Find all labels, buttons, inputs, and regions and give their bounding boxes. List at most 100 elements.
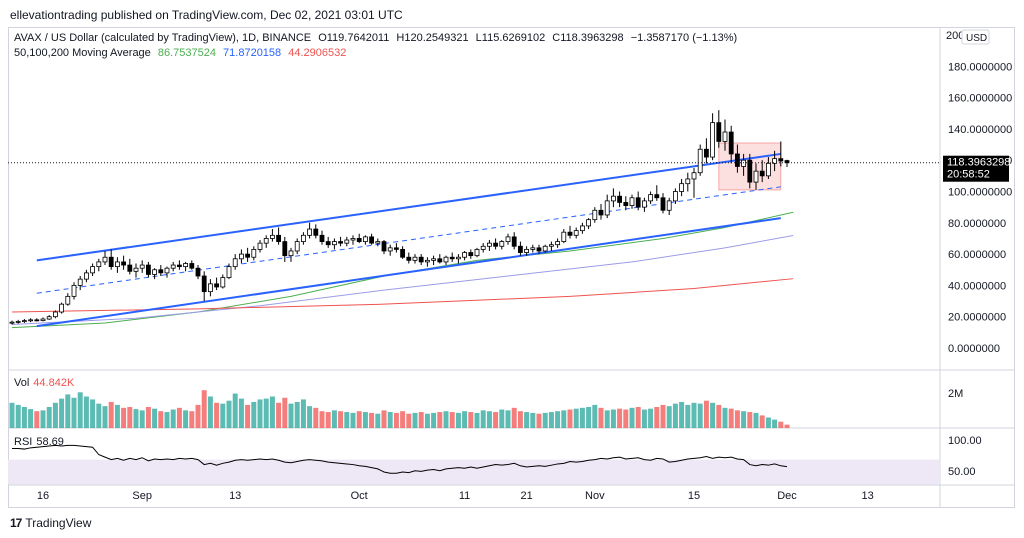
volume-bar bbox=[121, 407, 127, 428]
candle bbox=[741, 153, 746, 176]
price-axis-label: 140.0000000 bbox=[948, 124, 1012, 136]
candle bbox=[784, 159, 790, 168]
volume-bar bbox=[77, 392, 83, 428]
volume-bar bbox=[542, 412, 548, 428]
candle bbox=[486, 240, 492, 251]
candle bbox=[102, 250, 108, 266]
candle bbox=[629, 194, 635, 209]
volume-bar bbox=[375, 413, 381, 428]
candle-body bbox=[741, 159, 746, 167]
candle bbox=[145, 261, 151, 278]
time-axis-label: 13 bbox=[861, 490, 873, 502]
candle bbox=[518, 241, 523, 256]
candle bbox=[536, 244, 542, 255]
currency-button[interactable] bbox=[961, 29, 990, 45]
volume-bar bbox=[307, 406, 313, 428]
volume-bar bbox=[83, 396, 89, 428]
candle-body bbox=[623, 202, 629, 206]
candle bbox=[71, 282, 77, 300]
volume-bar bbox=[443, 411, 449, 428]
volume-bar bbox=[592, 404, 598, 428]
candle-body bbox=[728, 131, 734, 155]
countdown-label: 20:58:52 bbox=[947, 169, 990, 181]
price-axis-label: 160.0000000 bbox=[948, 93, 1012, 105]
candle-body bbox=[195, 267, 201, 277]
candle-body bbox=[660, 197, 666, 211]
candle-body bbox=[555, 241, 560, 246]
candle bbox=[40, 317, 46, 322]
candle bbox=[753, 163, 759, 190]
candle bbox=[493, 238, 499, 250]
volume-bar bbox=[468, 412, 474, 428]
candle bbox=[362, 235, 368, 245]
candle bbox=[276, 227, 282, 245]
candle bbox=[455, 254, 461, 264]
candle-body bbox=[331, 241, 337, 246]
candle-body bbox=[257, 242, 263, 250]
candle-body bbox=[214, 283, 220, 288]
price-axis-label: 60.0000000 bbox=[948, 249, 1006, 261]
candle bbox=[226, 263, 232, 280]
candle-body bbox=[90, 266, 95, 274]
volume-bar bbox=[90, 399, 96, 428]
candle bbox=[766, 157, 771, 179]
candle-body bbox=[9, 321, 15, 324]
candle bbox=[592, 207, 598, 223]
candle bbox=[288, 247, 294, 262]
candle bbox=[369, 233, 375, 245]
candle bbox=[319, 230, 325, 245]
candle bbox=[728, 125, 734, 164]
volume-bar bbox=[567, 409, 573, 428]
candle bbox=[679, 178, 684, 197]
candle-body bbox=[592, 209, 598, 221]
price-axis-label: 0.0000000 bbox=[948, 343, 1000, 355]
volume-bar bbox=[102, 406, 108, 428]
volume-bar bbox=[282, 397, 288, 428]
volume-bar bbox=[133, 409, 139, 428]
candle bbox=[307, 222, 313, 239]
candle-body bbox=[642, 200, 647, 208]
volume-bar bbox=[548, 412, 554, 428]
volume-bar bbox=[201, 390, 207, 428]
volume-bar bbox=[300, 399, 306, 428]
volume-bar bbox=[697, 403, 703, 428]
candle-body bbox=[549, 244, 554, 247]
volume-bar bbox=[276, 402, 282, 428]
time-axis-label: Sep bbox=[132, 490, 152, 502]
chart-frame bbox=[8, 27, 1015, 508]
candle-body bbox=[282, 241, 288, 257]
rsi-legend: RSI 58.69 bbox=[14, 436, 64, 448]
candle bbox=[338, 236, 344, 247]
candle bbox=[294, 238, 300, 255]
candle-body bbox=[716, 122, 722, 142]
candle-body bbox=[406, 256, 412, 261]
candle bbox=[282, 236, 288, 262]
candle bbox=[524, 246, 529, 256]
volume-bar bbox=[486, 411, 492, 428]
volume-bar bbox=[455, 412, 461, 428]
candle bbox=[406, 252, 412, 264]
channel-lower-line bbox=[36, 217, 781, 328]
volume-bar bbox=[59, 398, 65, 428]
volume-bar bbox=[189, 411, 195, 428]
price-axis-label: 40.0000000 bbox=[948, 280, 1006, 292]
candle-body bbox=[759, 170, 765, 177]
last-price-tag bbox=[943, 155, 1009, 182]
candle-body bbox=[362, 236, 368, 242]
candle-body bbox=[393, 247, 399, 250]
volume-bar bbox=[387, 412, 393, 428]
candle-body bbox=[77, 278, 83, 286]
volume-bar bbox=[232, 393, 238, 428]
volume-bar bbox=[226, 400, 232, 428]
volume-bar bbox=[722, 407, 728, 428]
candle bbox=[387, 244, 393, 256]
volume-bar bbox=[710, 402, 716, 428]
candle bbox=[697, 144, 703, 176]
candle bbox=[722, 119, 728, 151]
volume-bar bbox=[703, 400, 709, 428]
volume-bar bbox=[573, 408, 579, 428]
candle bbox=[257, 240, 263, 253]
candle-body bbox=[46, 316, 52, 320]
volume-bar bbox=[46, 407, 52, 428]
